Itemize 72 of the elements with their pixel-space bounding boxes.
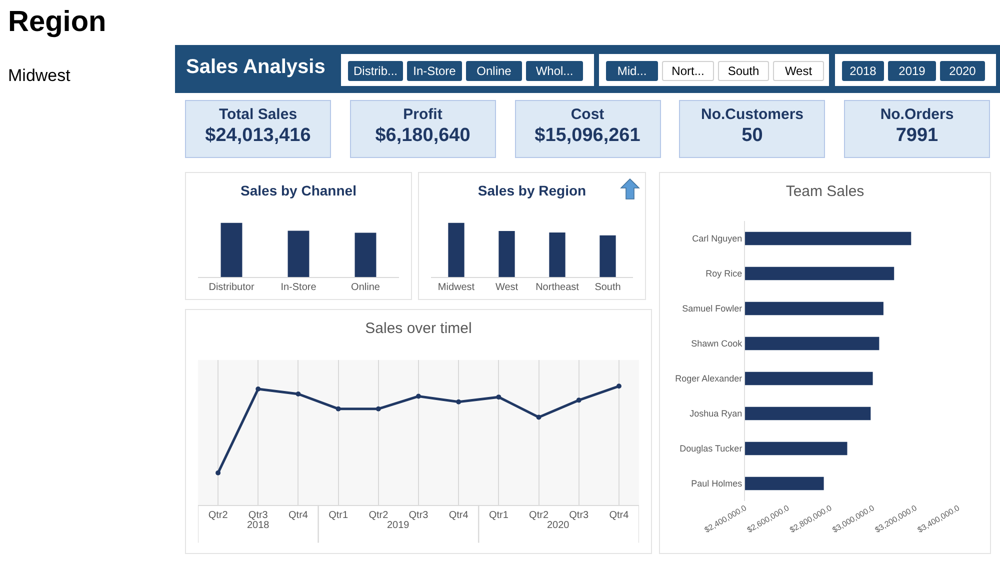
x-tick-label: In-Store [280,282,317,293]
text: 2018 [842,61,884,81]
y-tick-label: Roger Alexander [675,374,742,384]
text: 2020 [547,520,570,531]
x-tick-label: South [594,282,621,293]
y-tick-label: Samuel Fowler [682,304,742,314]
text: Region [8,6,106,39]
chart-title: Team Sales [786,183,864,200]
bar [549,232,566,277]
point [296,391,301,396]
text: Online [466,61,522,81]
text: In-Store [407,61,462,81]
point [576,398,582,403]
x-tick-label: Qtr4 [448,510,469,521]
text: Distrib... [348,61,403,81]
text: Whol... [526,61,583,81]
text: South [718,61,769,81]
x-tick-label: Distributor [208,282,255,293]
y-tick-label: Shawn Cook [691,338,743,349]
text: $15,096,261 [534,125,642,147]
x-tick-label: Northeast [536,282,580,293]
point [616,384,622,389]
x-tick-label: Qtr2 [529,510,549,521]
x-tick-label: Qtr4 [609,510,630,521]
x-tick-label: Qtr2 [368,510,389,521]
text: 2020 [940,61,985,81]
x-tick-label: Qtr2 [208,510,228,521]
x-tick-label: Qtr1 [328,510,348,521]
bar [600,235,616,277]
text: Mid... [606,61,658,81]
x-tick-label: Qtr1 [488,510,509,521]
text: 7991 [894,125,940,147]
x-tick-label: Online [351,282,380,293]
text: $24,013,416 [204,125,312,147]
text: Cost [570,106,606,123]
point [536,414,542,420]
y-tick-label: Roy Rice [706,268,742,279]
text: Profit [402,106,444,123]
text: No.Orders [879,106,955,123]
chart-title: Sales over timel [365,320,472,338]
x-tick-label: West [495,282,518,293]
x-tick-label: Qtr3 [248,510,268,521]
text: 2019 [387,520,410,531]
text: Total Sales [218,106,298,123]
text: Nort... [662,61,714,81]
text: 2018 [247,520,270,531]
y-tick-label: Douglas Tucker [680,444,742,454]
text: 50 [740,125,764,147]
x-tick-label: Qtr4 [288,510,308,521]
bar [448,222,464,277]
text: West [773,61,824,81]
y-tick-label: Joshua Ryan [690,408,742,419]
text: $6,180,640 [374,125,472,147]
x-tick-label: Midwest [438,282,475,293]
text: Midwest [8,66,70,86]
point [416,394,421,399]
point [336,406,341,412]
chart-title: Sales by Channel [240,182,356,199]
point [456,399,462,404]
point [376,406,381,412]
text: Sales Analysis [186,56,326,79]
text: 2019 [888,61,936,81]
y-tick-label: Carl Nguyen [692,234,742,244]
point [256,386,261,392]
x-tick-label: Qtr3 [408,510,429,521]
point [496,394,502,400]
chart-title: Sales by Region [478,182,586,199]
x-tick-label: Qtr3 [569,510,590,521]
y-tick-label: Paul Holmes [691,478,743,489]
point [216,470,221,476]
text: No.Customers [700,106,805,123]
bar [498,231,515,277]
